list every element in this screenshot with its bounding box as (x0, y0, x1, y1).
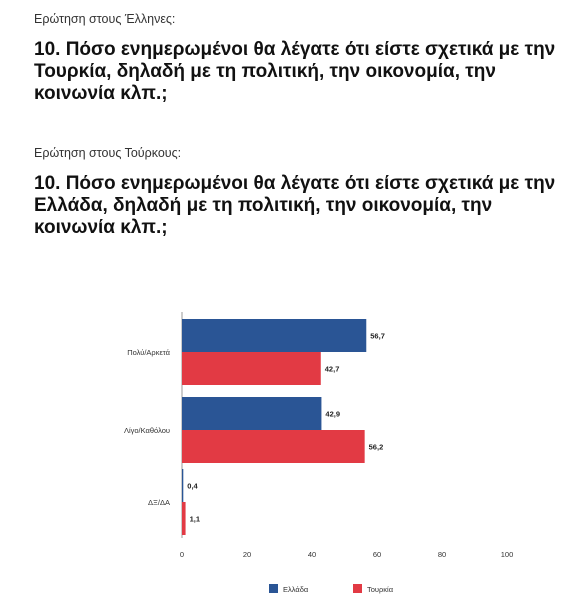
question-1-text: 10. Πόσο ενημερωμένοι θα λέγατε ότι είστ… (34, 39, 556, 104)
bar-ellada-2 (182, 469, 184, 502)
data-label: 42,7 (325, 365, 340, 374)
x-tick-label: 40 (308, 550, 316, 559)
legend-item-tourkia-label: Τουρκία (367, 585, 394, 594)
bar-tourkia-1 (182, 430, 365, 463)
legend-item-ellada-swatch (269, 584, 278, 593)
x-tick-label: 80 (438, 550, 446, 559)
bar-ellada-1 (182, 397, 322, 430)
legend-item-ellada-label: Ελλάδα (283, 585, 309, 594)
bar-ellada-0 (182, 319, 367, 352)
category-label: Λίγο/Καθόλου (124, 426, 170, 435)
question-2-label: Ερώτηση στους Τούρκους: (34, 146, 182, 160)
data-label: 0,4 (187, 482, 198, 491)
data-label: 42,9 (325, 410, 340, 419)
x-tick-label: 0 (180, 550, 184, 559)
data-label: 1,1 (190, 515, 200, 524)
bar-tourkia-2 (182, 502, 186, 535)
x-tick-label: 60 (373, 550, 381, 559)
category-label: ΔΞ/ΔΑ (148, 498, 170, 507)
data-label: 56,7 (370, 332, 385, 341)
question-1-label: Ερώτηση στους Έλληνες: (34, 12, 176, 26)
x-tick-label: 20 (243, 550, 251, 559)
data-label: 56,2 (369, 443, 384, 452)
x-tick-label: 100 (501, 550, 514, 559)
legend-item-tourkia-swatch (353, 584, 362, 593)
question-2-text: 10. Πόσο ενημερωμένοι θα λέγατε ότι είστ… (34, 173, 556, 238)
category-label: Πολύ/Αρκετά (127, 348, 170, 357)
bar-tourkia-0 (182, 352, 321, 385)
